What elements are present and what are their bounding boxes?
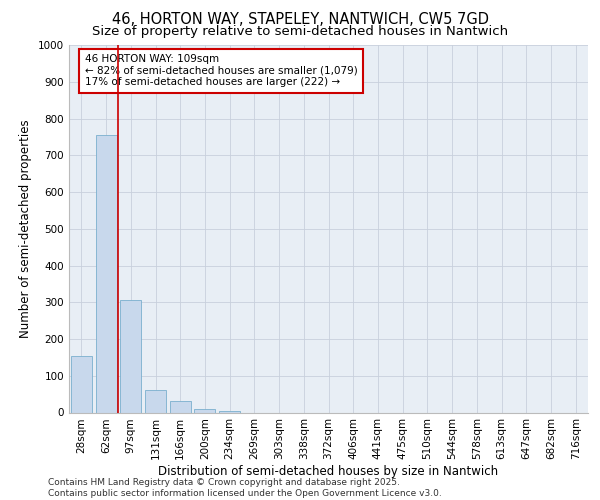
Bar — [71, 356, 92, 412]
Bar — [145, 390, 166, 412]
Bar — [95, 135, 116, 412]
Bar — [219, 410, 240, 412]
Bar — [194, 409, 215, 412]
Text: 46, HORTON WAY, STAPELEY, NANTWICH, CW5 7GD: 46, HORTON WAY, STAPELEY, NANTWICH, CW5 … — [112, 12, 488, 28]
X-axis label: Distribution of semi-detached houses by size in Nantwich: Distribution of semi-detached houses by … — [158, 465, 499, 478]
Text: Contains HM Land Registry data © Crown copyright and database right 2025.
Contai: Contains HM Land Registry data © Crown c… — [48, 478, 442, 498]
Bar — [120, 300, 141, 412]
Text: 46 HORTON WAY: 109sqm
← 82% of semi-detached houses are smaller (1,079)
17% of s: 46 HORTON WAY: 109sqm ← 82% of semi-deta… — [85, 54, 358, 88]
Y-axis label: Number of semi-detached properties: Number of semi-detached properties — [19, 120, 32, 338]
Text: Size of property relative to semi-detached houses in Nantwich: Size of property relative to semi-detach… — [92, 25, 508, 38]
Bar — [170, 402, 191, 412]
